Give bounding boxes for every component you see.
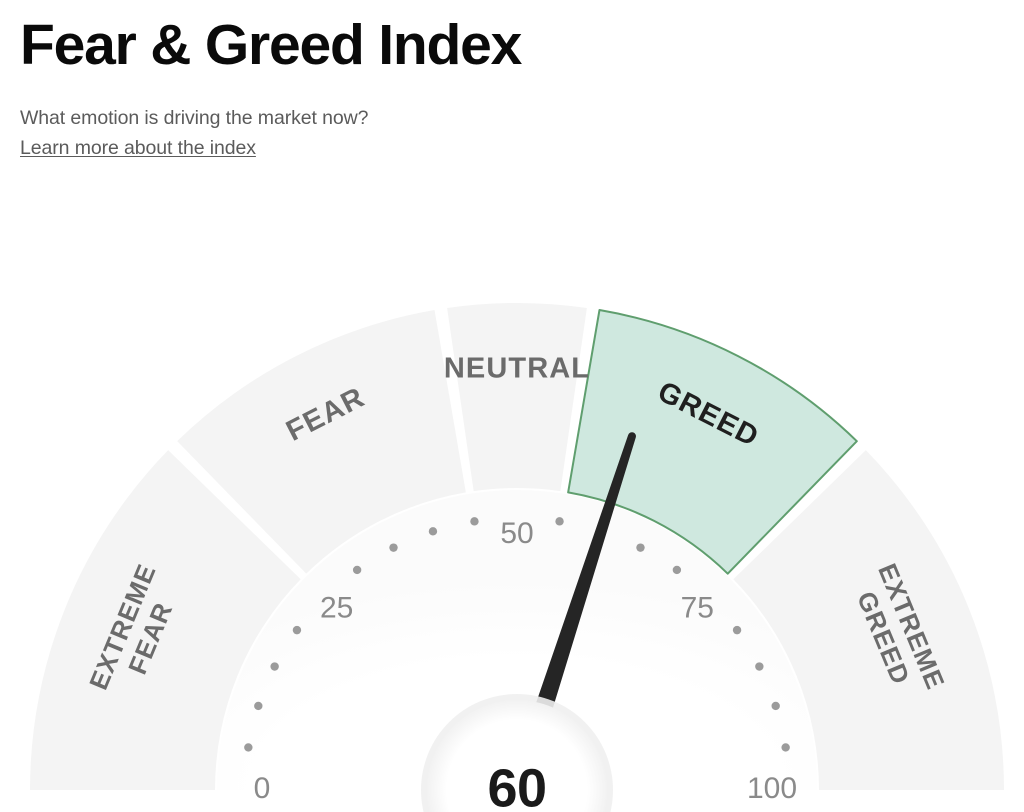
gauge-tick-dot: [389, 543, 398, 552]
gauge-segment-greed[interactable]: [567, 309, 858, 575]
gauge-tick-dot: [244, 743, 253, 752]
learn-more-link[interactable]: Learn more about the index: [20, 137, 256, 160]
gauge-tick-dot: [470, 517, 479, 526]
gauge-needle: [503, 432, 636, 805]
gauge-segment-extreme-greed[interactable]: [733, 450, 1004, 790]
gauge-tick-dot: [755, 662, 764, 671]
page-subtitle: What emotion is driving the market now?: [20, 106, 369, 129]
gauge-segment-label: EXTREMEGREED: [844, 559, 951, 705]
gauge-segment-labels-layer: EXTREMEFEAR FEAR NEUTRAL GREED EXTREMEGREED: [83, 353, 951, 705]
gauge-tick-dot: [352, 565, 362, 575]
gauge-tick-dot: [596, 527, 606, 536]
gauge-needle-layer: [503, 432, 636, 805]
gauge-scale-label-50: 50: [500, 517, 533, 550]
gauge-segment-label: GREED: [653, 376, 764, 454]
gauge-value: 60: [487, 758, 546, 812]
gauge-tick-dot: [732, 625, 742, 635]
gauge-segment-extreme-fear[interactable]: [30, 450, 301, 790]
gauge-segment-fear[interactable]: [177, 310, 466, 574]
gauge-ticks-layer: [244, 517, 790, 752]
gauge-scale-label-25: 25: [320, 592, 353, 625]
gauge-dial-face: [217, 490, 817, 790]
gauge-scale-label-100: 100: [747, 772, 797, 805]
gauge-scale-label-0: 0: [254, 772, 271, 805]
gauge-tick-dot: [672, 565, 682, 575]
gauge-scale-label-75: 75: [681, 592, 714, 625]
gauge-tick-dot: [781, 743, 790, 752]
gauge-segment-label: NEUTRAL: [444, 353, 590, 385]
gauge-tick-dot: [555, 517, 564, 526]
gauge-segment-label: FEAR: [281, 381, 370, 447]
gauge-tick-dot: [771, 701, 780, 711]
gauge-hub-shadow: [421, 694, 613, 812]
gauge-tick-dot: [636, 543, 645, 552]
page-header: Fear & Greed Index What emotion is drivi…: [20, 13, 980, 163]
gauge-tick-dot: [292, 625, 302, 635]
gauge-tick-dot: [270, 662, 279, 671]
gauge-hub-layer: 60: [421, 694, 613, 812]
gauge-segment-label: EXTREMEFEAR: [83, 559, 190, 705]
gauge-scale-labels-layer: 0 25 50 75 100: [254, 517, 797, 805]
gauge-hub: [427, 700, 607, 812]
gauge-tick-dot: [428, 527, 438, 536]
gauge-segments-layer: [30, 303, 1004, 790]
gauge-tick-dot: [254, 701, 263, 711]
gauge-segment-neutral[interactable]: [447, 303, 587, 492]
page-title: Fear & Greed Index: [20, 13, 522, 77]
